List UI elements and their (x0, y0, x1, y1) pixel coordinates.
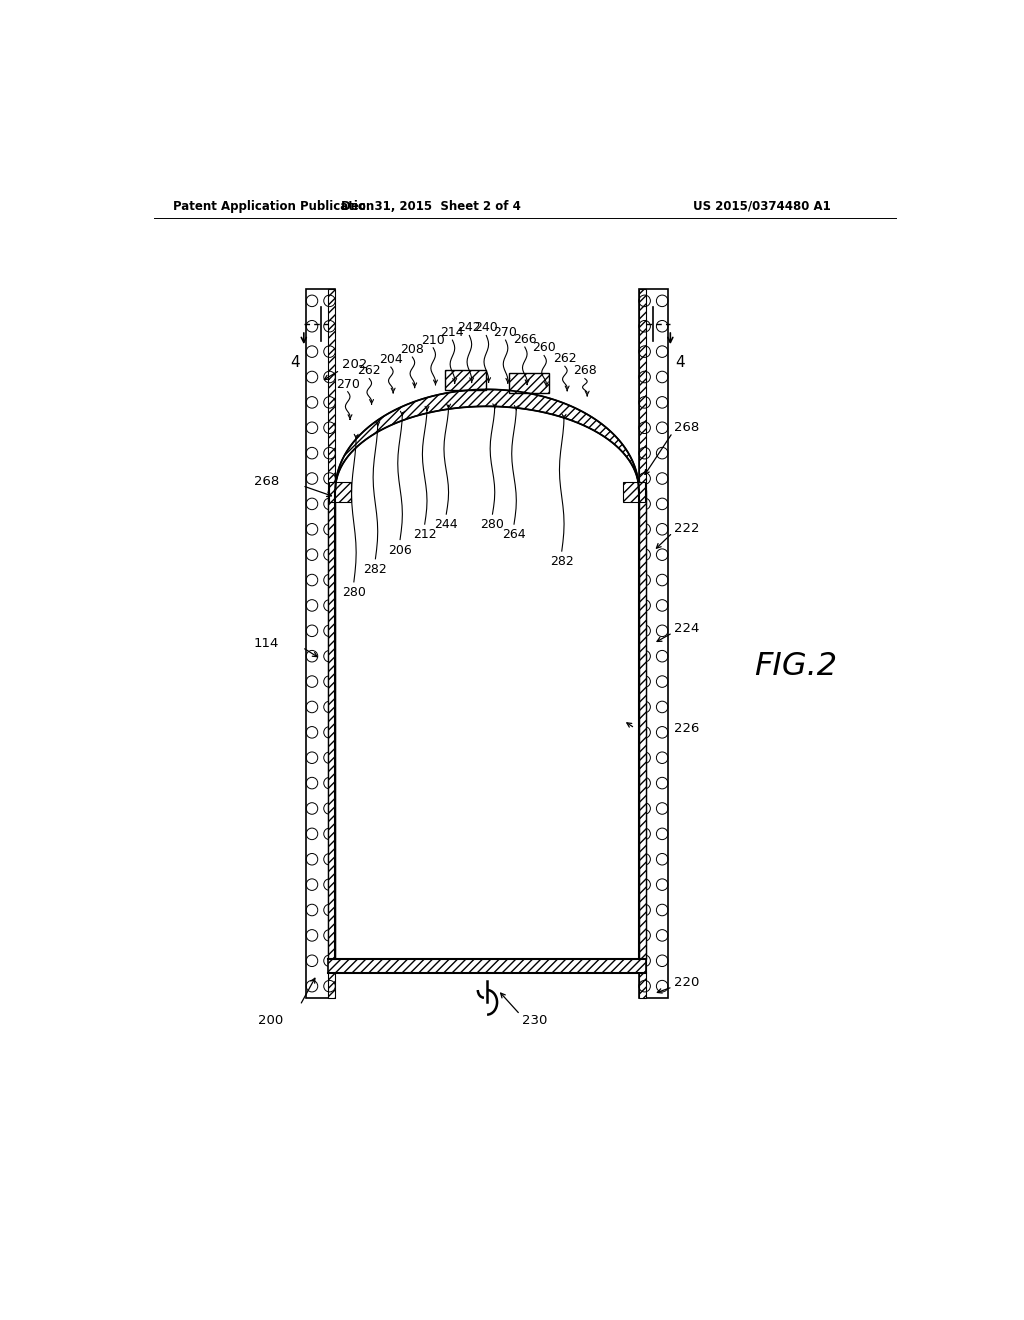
Polygon shape (336, 389, 639, 490)
Bar (639, 289, 668, 998)
Text: 264: 264 (502, 528, 526, 541)
Text: 260: 260 (532, 342, 556, 354)
Text: 214: 214 (440, 326, 464, 339)
Text: 280: 280 (480, 519, 505, 532)
Text: 200: 200 (258, 1014, 283, 1027)
Text: 224: 224 (674, 622, 699, 635)
Text: 206: 206 (388, 544, 412, 557)
Text: Dec. 31, 2015  Sheet 2 of 4: Dec. 31, 2015 Sheet 2 of 4 (341, 199, 521, 213)
Bar (306, 289, 336, 998)
Text: 282: 282 (364, 564, 387, 576)
Text: 262: 262 (553, 352, 577, 366)
Text: 280: 280 (342, 586, 366, 599)
Text: 4: 4 (290, 355, 299, 370)
Bar (639, 490, 646, 960)
Text: 262: 262 (357, 364, 381, 378)
Bar (445, 371, 485, 391)
Text: 230: 230 (521, 1014, 547, 1027)
Bar (328, 289, 336, 998)
Text: 204: 204 (379, 352, 402, 366)
Text: 212: 212 (413, 528, 436, 541)
Text: 208: 208 (400, 343, 424, 356)
Text: 202: 202 (342, 358, 367, 371)
Text: 270: 270 (336, 378, 359, 391)
Text: 270: 270 (494, 326, 517, 339)
Bar (509, 374, 550, 393)
Bar (624, 482, 645, 502)
Bar (328, 960, 646, 973)
Text: 4: 4 (675, 355, 684, 370)
Bar (330, 482, 351, 502)
Text: 268: 268 (254, 475, 280, 488)
Text: FIG.2: FIG.2 (755, 651, 838, 682)
Text: 240: 240 (474, 321, 498, 334)
Text: 268: 268 (573, 364, 597, 378)
Text: 266: 266 (513, 333, 537, 346)
Text: 222: 222 (674, 521, 699, 535)
Text: 210: 210 (421, 334, 445, 347)
Text: US 2015/0374480 A1: US 2015/0374480 A1 (692, 199, 830, 213)
Text: 242: 242 (458, 321, 481, 334)
Bar (639, 289, 646, 998)
Bar (328, 490, 336, 960)
Text: 226: 226 (674, 722, 699, 735)
Text: 282: 282 (550, 556, 573, 569)
Text: 268: 268 (674, 421, 699, 434)
Text: 220: 220 (674, 975, 699, 989)
Text: 244: 244 (434, 519, 458, 532)
Text: Patent Application Publication: Patent Application Publication (173, 199, 374, 213)
Text: 114: 114 (254, 638, 280, 649)
